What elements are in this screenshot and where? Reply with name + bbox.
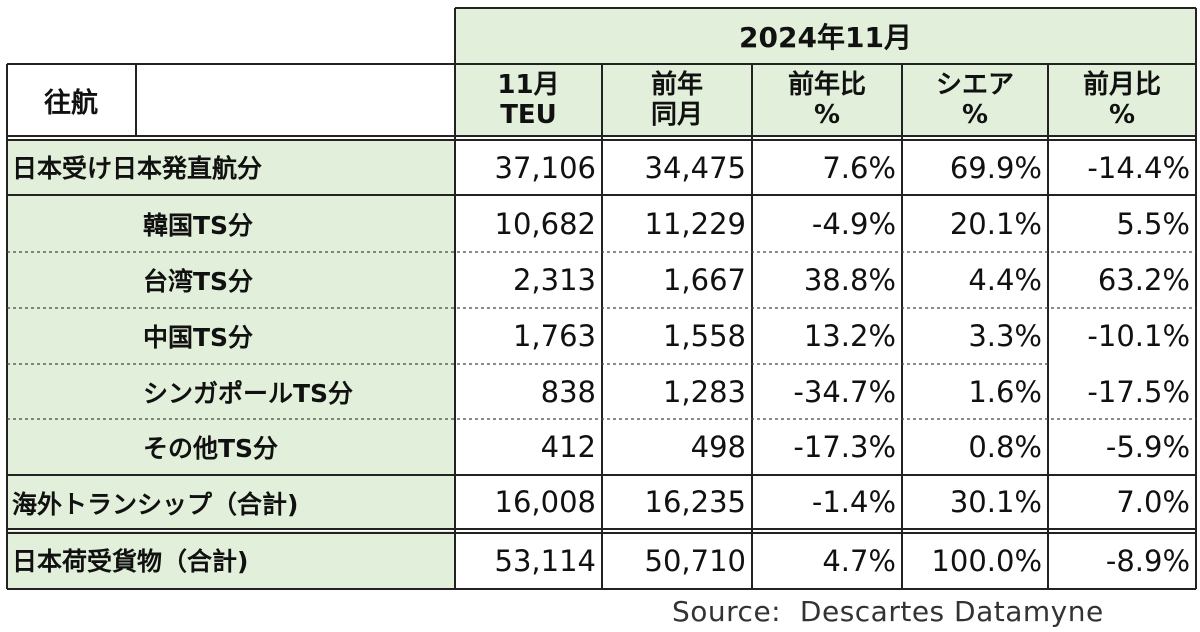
col-header-teu: 11月 TEU: [497, 69, 560, 130]
value-mom: 63.2%: [1097, 263, 1190, 297]
row-label-direct: 日本受け日本発直航分: [12, 154, 263, 183]
row-label-china: 中国TS分: [143, 323, 254, 352]
value-yoy: 4.7%: [822, 544, 896, 578]
subtotal-label-fill: [7, 476, 454, 529]
total-label-fill: [7, 531, 454, 589]
value-mom: -10.1%: [1087, 319, 1190, 353]
value-share: 20.1%: [949, 206, 1042, 241]
value-teu: 16,008: [494, 485, 596, 519]
value-prev-year: 50,710: [644, 544, 746, 578]
value-yoy: -17.3%: [793, 430, 896, 464]
value-yoy: -1.4%: [811, 485, 896, 519]
value-mom: -8.9%: [1105, 544, 1190, 578]
value-yoy: -4.9%: [811, 206, 896, 241]
value-mom: -5.9%: [1105, 430, 1190, 464]
value-share: 30.1%: [949, 485, 1042, 519]
value-prev-year: 11,229: [644, 206, 746, 241]
value-prev-year: 498: [690, 430, 746, 464]
col-header-share: シエア %: [935, 69, 1014, 130]
value-teu: 412: [540, 430, 596, 464]
value-yoy: 38.8%: [803, 263, 896, 297]
value-share: 69.9%: [949, 150, 1042, 185]
value-share: 100.0%: [931, 544, 1042, 578]
column-header-fill: [455, 64, 1196, 137]
value-prev-year: 1,283: [662, 374, 746, 409]
value-mom: -14.4%: [1087, 150, 1190, 185]
value-teu: 10,682: [494, 206, 596, 241]
value-prev-year: 1,558: [662, 319, 746, 353]
value-prev-year: 1,667: [662, 263, 746, 297]
value-mom: 5.5%: [1116, 206, 1190, 241]
value-mom: 7.0%: [1116, 485, 1190, 519]
value-prev-year: 34,475: [644, 150, 746, 185]
value-teu: 838: [540, 374, 596, 409]
col-header-mom: 前月比 %: [1082, 69, 1161, 130]
header-fill: [455, 8, 1196, 64]
value-yoy: 13.2%: [803, 319, 896, 353]
value-teu: 37,106: [494, 150, 596, 185]
row-label-grand-total: 日本荷受貨物（合計): [12, 547, 249, 576]
value-mom: -17.5%: [1087, 374, 1190, 409]
col-header-prev-year: 前年 同月: [650, 69, 703, 130]
value-share: 0.8%: [968, 430, 1042, 464]
corner-label: 往航: [44, 88, 98, 119]
value-teu: 1,763: [512, 319, 596, 353]
row-label-korea: 韓国TS分: [143, 211, 254, 240]
value-share: 3.3%: [968, 319, 1042, 353]
source-note: Source: Descartes Datamyne: [672, 595, 1104, 628]
value-yoy: 7.6%: [822, 150, 896, 185]
value-share: 4.4%: [968, 263, 1042, 297]
value-share: 1.6%: [968, 374, 1042, 409]
row-label-transship-total: 海外トランシップ（合計): [12, 489, 299, 519]
value-teu: 53,114: [494, 544, 596, 578]
period-header: 2024年11月: [739, 21, 912, 54]
row-label-singapore: シンガポールTS分: [143, 379, 354, 408]
value-yoy: -34.7%: [793, 374, 896, 409]
col-header-yoy: 前年比 %: [787, 69, 866, 130]
value-teu: 2,313: [512, 263, 596, 297]
value-prev-year: 16,235: [644, 485, 746, 519]
row-label-taiwan: 台湾TS分: [143, 267, 254, 296]
row-label-other: その他TS分: [143, 434, 279, 463]
